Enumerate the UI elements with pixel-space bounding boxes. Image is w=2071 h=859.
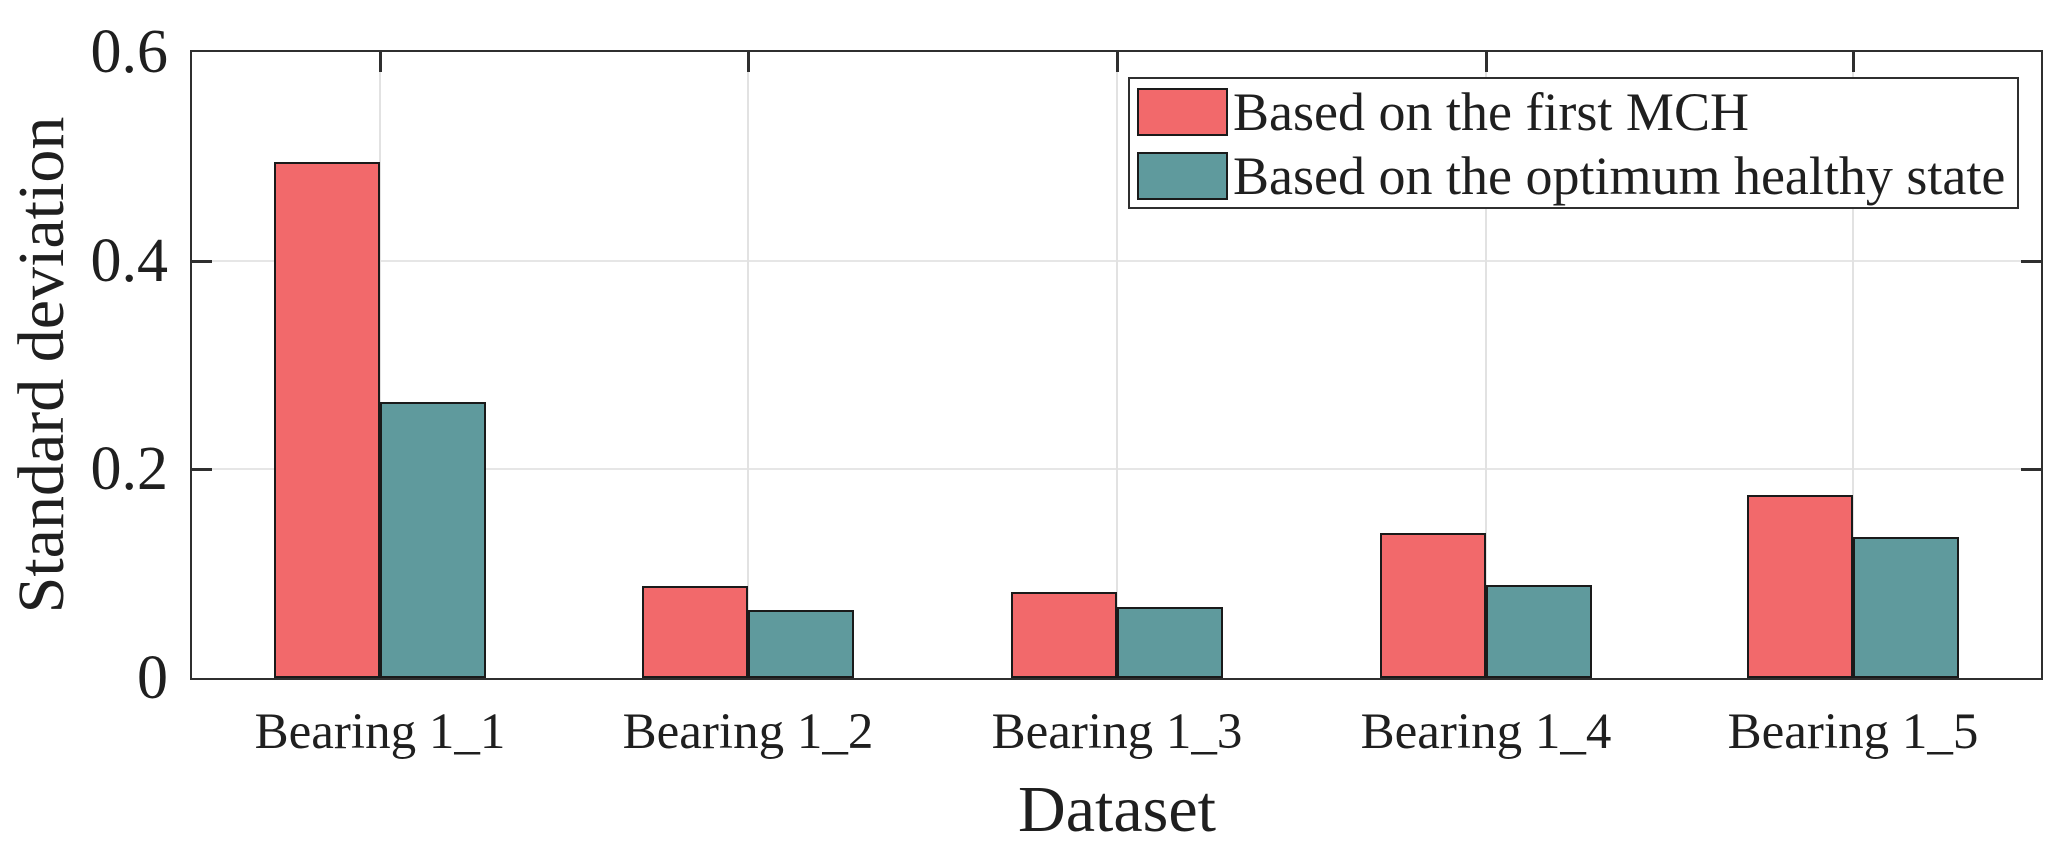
y-axis-label: Standard deviation: [5, 116, 78, 614]
x-axis-tick-top: [1485, 52, 1488, 72]
legend-swatch-first-mch: [1137, 88, 1228, 136]
legend-swatch-optimum-healthy-state: [1137, 152, 1228, 200]
x-axis-label: Dataset: [1018, 773, 1216, 846]
vertical-gridline: [1852, 52, 1854, 678]
bar-first-mch-bearing-1-5: [1747, 495, 1853, 678]
x-axis-tick-top: [1116, 52, 1119, 72]
y-tick-label: 0.2: [90, 435, 169, 504]
x-tick-label-bearing-1-1: Bearing 1_1: [254, 704, 506, 760]
bar-first-mch-bearing-1-2: [642, 586, 748, 678]
vertical-gridline: [747, 52, 749, 678]
bar-optimum-healthy-state-bearing-1-2: [748, 610, 854, 678]
y-tick-label: 0.4: [90, 226, 169, 295]
x-tick-label-bearing-1-5: Bearing 1_5: [1727, 704, 1979, 760]
x-axis-tick-top: [1852, 52, 1855, 72]
legend: Based on the first MCH Based on the opti…: [1128, 77, 2019, 209]
legend-label-first-mch: Based on the first MCH: [1233, 82, 1749, 142]
y-axis-tick-right: [2021, 259, 2041, 263]
bar-optimum-healthy-state-bearing-1-1: [380, 402, 486, 678]
y-tick-label: 0.6: [90, 18, 169, 86]
y-axis-tick-right: [2021, 468, 2041, 472]
x-tick-label-bearing-1-4: Bearing 1_4: [1360, 704, 1612, 760]
legend-item-first-mch: Based on the first MCH: [1137, 82, 2017, 142]
bar-first-mch-bearing-1-3: [1011, 592, 1117, 678]
y-axis-tick: [192, 259, 212, 263]
bar-first-mch-bearing-1-4: [1380, 533, 1486, 678]
legend-label-optimum-healthy-state: Based on the optimum healthy state: [1233, 146, 2006, 206]
x-axis-tick-top: [747, 52, 750, 72]
bar-optimum-healthy-state-bearing-1-3: [1117, 607, 1223, 678]
legend-item-optimum-healthy-state: Based on the optimum healthy state: [1137, 146, 2017, 206]
bar-optimum-healthy-state-bearing-1-4: [1486, 585, 1592, 678]
bar-optimum-healthy-state-bearing-1-5: [1853, 537, 1959, 678]
vertical-gridline: [1116, 52, 1118, 678]
x-axis-tick-top: [379, 52, 382, 72]
x-tick-label-bearing-1-2: Bearing 1_2: [622, 704, 874, 760]
x-tick-label-bearing-1-3: Bearing 1_3: [991, 704, 1243, 760]
y-axis-tick: [192, 468, 212, 472]
y-tick-label: 0: [137, 644, 168, 712]
vertical-gridline: [379, 52, 381, 678]
bar-first-mch-bearing-1-1: [274, 162, 380, 678]
vertical-gridline: [1485, 52, 1487, 678]
